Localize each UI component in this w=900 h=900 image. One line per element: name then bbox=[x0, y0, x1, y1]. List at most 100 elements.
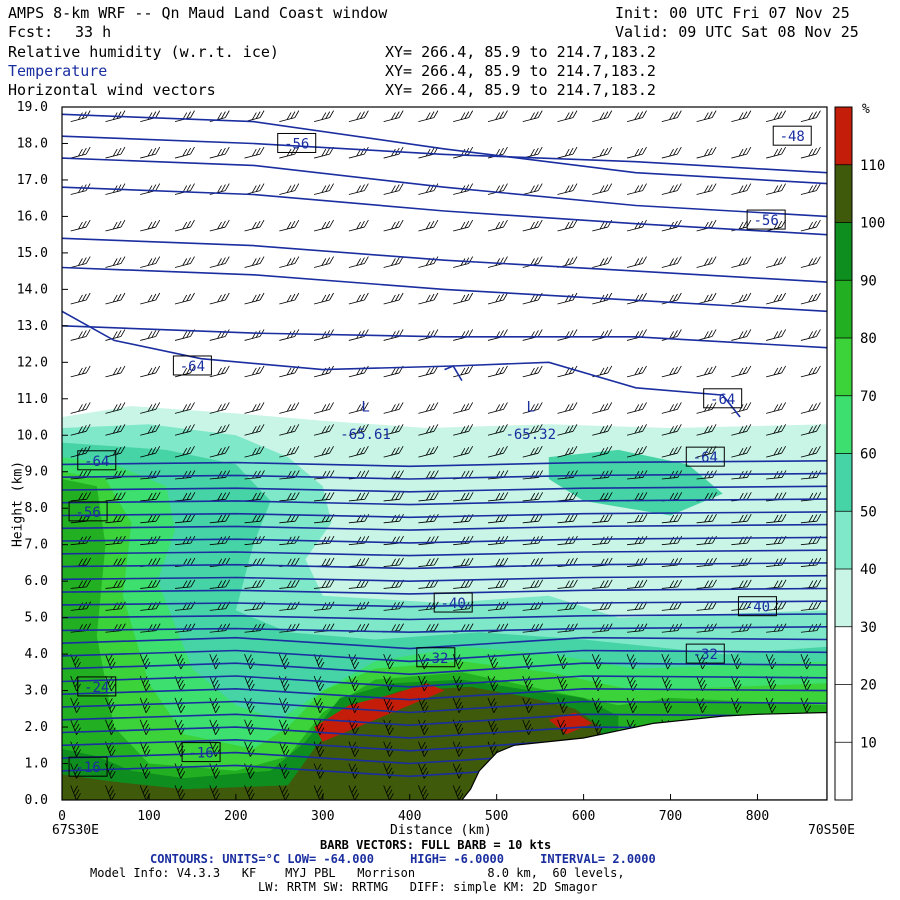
temperature-label-12: -24 bbox=[77, 676, 117, 697]
wind-barb-128 bbox=[696, 675, 707, 692]
temperature-label-0: -56 bbox=[277, 132, 317, 153]
wind-barb-123 bbox=[522, 675, 533, 692]
wind-barb-495 bbox=[453, 219, 474, 232]
wind-barb-412 bbox=[626, 365, 647, 378]
temperature-label-3: -64 bbox=[172, 355, 212, 376]
wind-barb-382 bbox=[348, 402, 369, 414]
wind-barb-439 bbox=[800, 329, 821, 341]
wind-barb-514 bbox=[348, 183, 369, 195]
wind-barb-332 bbox=[140, 445, 161, 458]
wind-barb-452 bbox=[487, 292, 508, 305]
colorbar-label-4: 50 bbox=[860, 504, 877, 520]
temperature-contour-32 bbox=[62, 472, 827, 480]
colorbar-label-10: 110 bbox=[860, 158, 885, 174]
temperature-label-9: -40 bbox=[737, 596, 777, 617]
svg-text:-56: -56 bbox=[75, 505, 100, 521]
temperature-contour-13 bbox=[62, 713, 827, 727]
wind-barb-478 bbox=[626, 256, 647, 268]
wind-barb-438 bbox=[766, 329, 786, 341]
temperature-contour-26 bbox=[62, 549, 827, 557]
wind-barb-479 bbox=[661, 256, 682, 268]
wind-barb-309 bbox=[105, 470, 126, 480]
wind-barb-566 bbox=[626, 110, 647, 122]
wind-barb-199 bbox=[105, 579, 126, 589]
colorbar-label-7: 80 bbox=[860, 331, 877, 347]
wind-barb-436 bbox=[696, 329, 717, 341]
colorbar-bin-4 bbox=[835, 511, 852, 569]
wind-barb-350 bbox=[766, 445, 786, 458]
wind-barb-414 bbox=[696, 365, 717, 378]
temperature-contour-4 bbox=[62, 237, 827, 283]
wind-barb-561 bbox=[453, 110, 474, 122]
wind-barb-543 bbox=[592, 146, 613, 159]
wind-barb-523 bbox=[661, 183, 682, 195]
colorbar-bin-6 bbox=[835, 395, 852, 454]
model-info-line2: LW: RRTM SW: RRTMG DIFF: simple KM: 2D S… bbox=[258, 880, 598, 894]
svg-text:-40: -40 bbox=[441, 596, 466, 612]
y-tick-label-14: 14.0 bbox=[17, 282, 48, 297]
wind-barb-200 bbox=[140, 579, 161, 589]
wind-barb-432 bbox=[557, 329, 578, 341]
wind-barb-494 bbox=[418, 219, 439, 232]
wind-barb-368 bbox=[626, 424, 647, 436]
wind-barb-217 bbox=[731, 579, 752, 589]
wind-barb-336 bbox=[279, 445, 300, 458]
wind-barb-333 bbox=[174, 445, 195, 458]
x-tick-label-5: 500 bbox=[485, 809, 508, 824]
wind-barb-343 bbox=[522, 445, 543, 458]
temperature-label-13: -16 bbox=[181, 742, 221, 763]
colorbar-bin-2 bbox=[835, 626, 852, 685]
wind-barb-295 bbox=[383, 492, 404, 502]
colorbar-bin-10 bbox=[835, 164, 852, 223]
contour-info: CONTOURS: UNITS=°C LOW= -64.000 HIGH= -6… bbox=[150, 852, 656, 866]
wind-barb-474 bbox=[487, 256, 508, 268]
wind-barb-489 bbox=[244, 219, 265, 232]
wind-barb-230 bbox=[418, 557, 439, 567]
wind-barb-362 bbox=[418, 424, 439, 436]
rh-region-8 bbox=[62, 686, 601, 800]
wind-barb-379 bbox=[244, 402, 265, 414]
wind-barb-528 bbox=[70, 146, 91, 159]
y-tick-label-11: 11.0 bbox=[17, 392, 48, 407]
temperature-contour-18 bbox=[62, 649, 827, 663]
wind-barb-349 bbox=[731, 445, 752, 458]
wind-barb-347 bbox=[661, 445, 682, 458]
wind-barb-188 bbox=[487, 601, 509, 611]
plot-frame bbox=[61, 106, 828, 801]
x-axis-label: Distance (km) bbox=[390, 823, 492, 838]
wind-barb-145 bbox=[522, 653, 533, 670]
wind-barb-527 bbox=[800, 183, 821, 195]
wind-barb-548 bbox=[766, 146, 786, 159]
wind-barb-354 bbox=[140, 424, 161, 436]
temperature-label-14: -16 bbox=[68, 756, 108, 777]
wind-barb-549 bbox=[800, 146, 821, 159]
y-tick-label-19: 19.0 bbox=[17, 100, 48, 115]
wind-barb-351 bbox=[800, 445, 821, 458]
temperature-contour-25 bbox=[62, 562, 827, 570]
y-tick-label-12: 12.0 bbox=[17, 355, 48, 370]
x-tick-label-0: 0 bbox=[58, 809, 66, 824]
y-tick-label-18: 18.0 bbox=[17, 136, 48, 151]
wind-barb-530 bbox=[140, 146, 161, 159]
field-name-rh: Relative humidity (w.r.t. ice) bbox=[8, 43, 279, 61]
wind-barb-358 bbox=[279, 424, 300, 436]
wind-barb-267 bbox=[174, 514, 196, 524]
wind-barb-466 bbox=[209, 256, 230, 268]
wind-barb-552 bbox=[140, 110, 161, 122]
wind-barb-546 bbox=[696, 146, 717, 159]
wind-barb-277 bbox=[522, 514, 544, 524]
wind-barb-297 bbox=[453, 492, 474, 502]
temperature-contour-22 bbox=[62, 600, 827, 608]
temperature-contour-1 bbox=[62, 135, 827, 174]
wind-barb-369 bbox=[661, 424, 682, 436]
wind-barb-471 bbox=[383, 256, 404, 268]
wind-barb-418 bbox=[70, 329, 91, 341]
wind-barb-205 bbox=[314, 579, 335, 589]
temperature-contour-0 bbox=[62, 113, 827, 185]
wind-barb-550 bbox=[70, 110, 91, 122]
wind-barb-493 bbox=[383, 219, 404, 232]
wind-barb-446 bbox=[279, 292, 300, 305]
wind-barb-459 bbox=[731, 292, 752, 305]
wind-barb-197 bbox=[800, 601, 822, 611]
wind-barb-194 bbox=[696, 601, 717, 611]
